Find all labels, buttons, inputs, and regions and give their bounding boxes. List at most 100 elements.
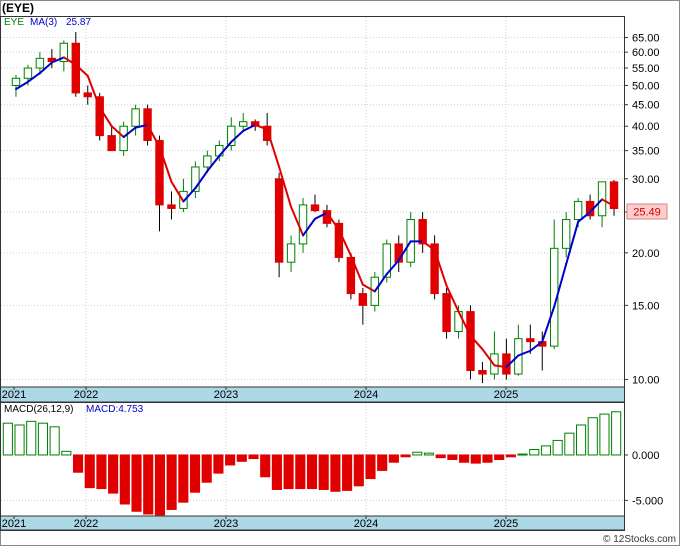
year-label: 2022 — [74, 518, 98, 530]
ma-segment — [445, 284, 460, 313]
candle-down — [526, 338, 535, 343]
macd-year-labels: 2021 2022 2023 2024 2025 — [2, 516, 518, 530]
macd-bar-positive — [517, 453, 528, 456]
price-tick-label: 50.00 — [632, 80, 660, 92]
price-grid — [1, 17, 624, 387]
candle-down — [262, 125, 272, 141]
ma-segment — [38, 61, 53, 75]
candle-down — [167, 204, 176, 209]
candle-down — [358, 293, 368, 306]
macd-tick-label: 0.000 — [632, 450, 660, 462]
macd-bar-positive — [611, 411, 622, 456]
candle-down — [442, 293, 451, 333]
macd-bar-negative — [494, 454, 505, 461]
macd-bar-negative — [119, 454, 130, 505]
macd-bar-positive — [49, 426, 60, 456]
candle-up — [239, 121, 248, 127]
candle-down — [334, 222, 344, 258]
macd-bar-negative — [189, 454, 201, 493]
candle-down — [310, 204, 320, 212]
ma-segment — [86, 74, 101, 109]
macd-bar-negative — [248, 454, 259, 460]
macd-tick-label: -5.000 — [632, 495, 663, 507]
price-tick-label: 35.00 — [632, 146, 660, 158]
macd-bar-negative — [96, 454, 107, 490]
year-label: 2023 — [214, 389, 238, 401]
macd-bar-negative — [271, 454, 282, 490]
macd-bar-negative — [295, 454, 306, 490]
ma-segment — [589, 198, 604, 214]
ma-segment — [170, 180, 185, 203]
candle-up — [286, 243, 296, 263]
year-label: 2021 — [2, 518, 26, 530]
ma-segment — [361, 283, 376, 293]
ma-segment — [218, 140, 233, 157]
year-label: 2023 — [214, 518, 238, 530]
ma-segment — [469, 334, 484, 351]
ma-segment — [122, 126, 137, 139]
watermark-text: © 12Stocks.com — [603, 534, 676, 545]
candle-up — [227, 125, 236, 146]
ma-segment — [98, 106, 113, 128]
ma-segment — [134, 123, 149, 129]
candle-up — [550, 247, 559, 347]
candle-up — [298, 204, 308, 245]
ma-segment — [206, 154, 221, 173]
macd-bar-negative — [435, 454, 446, 459]
year-label: 2025 — [494, 518, 518, 530]
candle-down — [418, 219, 427, 245]
ma-segment — [397, 240, 412, 262]
macd-bar-positive — [37, 422, 49, 456]
price-tick-label: 40.00 — [632, 121, 660, 133]
ma-segment — [230, 129, 245, 143]
macd-bar-positive — [14, 424, 25, 456]
macd-bar-positive — [2, 422, 13, 456]
macd-bar-positive — [540, 445, 552, 456]
macd-bar-negative — [330, 454, 341, 492]
price-tick-label: 20.00 — [632, 248, 660, 260]
ma-segment — [457, 310, 472, 337]
candle-up — [131, 108, 140, 127]
macd-bar-negative — [154, 454, 165, 516]
ma-segment — [290, 206, 305, 237]
price-tick-label: 45.00 — [632, 100, 660, 112]
macd-panel: 0.000 -5.000 2021 2022 2023 2024 2025 — [0, 402, 663, 531]
candle-down — [466, 311, 475, 372]
ma-segment — [481, 348, 496, 367]
price-tick-label: 55.00 — [632, 63, 660, 75]
ma-segment — [529, 340, 544, 352]
year-label: 2022 — [74, 389, 98, 401]
macd-bar-positive — [412, 451, 423, 456]
price-panel: 65.00 60.00 55.00 50.00 45.00 40.00 35.00 30.00… — [0, 16, 660, 403]
ma-segment — [349, 254, 364, 286]
candle-up — [35, 57, 45, 69]
legend-ma-label: MA(3) — [30, 17, 57, 28]
macd-bar-positive — [26, 420, 37, 456]
ma-segment — [373, 273, 388, 293]
last-price-value: 25.49 — [633, 207, 661, 219]
ma-segment — [50, 56, 65, 64]
chart-ticker-title: (EYE) — [2, 1, 34, 15]
candle-down — [274, 178, 284, 263]
macd-bar-negative — [178, 454, 189, 503]
candle-up — [191, 166, 200, 192]
macd-bar-negative — [342, 454, 353, 491]
macd-legend-label: MACD(26,12,9) — [4, 404, 73, 415]
macd-bar-negative — [400, 454, 411, 458]
candle-down — [609, 181, 619, 210]
ma-segment — [565, 220, 580, 266]
ma-segment — [493, 364, 508, 369]
ma-segment — [242, 123, 257, 132]
price-tick-label: 65.00 — [632, 33, 660, 45]
macd-bar-negative — [365, 454, 376, 480]
last-price-badge: 25.49 — [626, 203, 668, 220]
ma-segment — [302, 217, 316, 237]
ma-segment — [385, 259, 400, 276]
price-year-labels: 2021 2022 2023 2024 2025 — [2, 387, 518, 401]
ma-segment — [505, 354, 520, 369]
candle-down — [95, 96, 104, 137]
macd-bar-negative — [201, 454, 212, 483]
year-label: 2024 — [354, 389, 378, 401]
ma-segment — [601, 198, 616, 207]
ma-segment — [146, 123, 161, 148]
